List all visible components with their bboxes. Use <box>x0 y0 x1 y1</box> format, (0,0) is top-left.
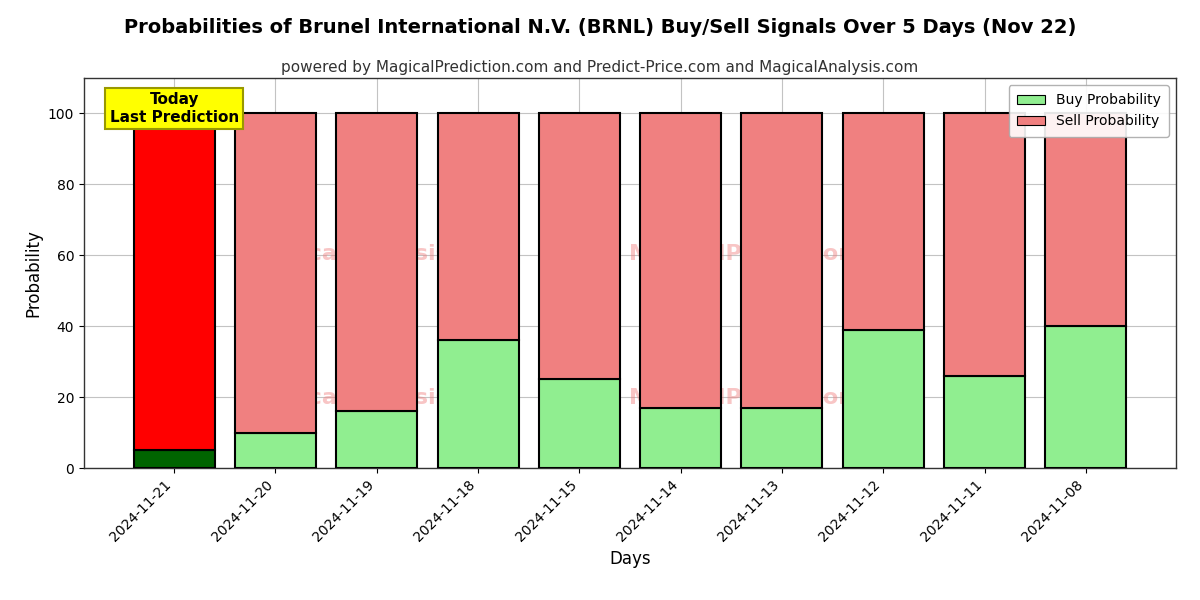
Bar <box>640 408 721 468</box>
Bar <box>438 113 518 340</box>
Bar <box>235 113 316 433</box>
Bar <box>944 113 1025 376</box>
Bar <box>133 450 215 468</box>
Text: MagicalAnalysis.com: MagicalAnalysis.com <box>248 388 510 408</box>
Bar <box>336 113 418 411</box>
Bar <box>1045 326 1127 468</box>
Bar <box>133 113 215 450</box>
Bar <box>1045 113 1127 326</box>
Y-axis label: Probability: Probability <box>24 229 42 317</box>
Text: MagicalPrediction.com: MagicalPrediction.com <box>629 388 914 408</box>
Text: MagicalPrediction.com: MagicalPrediction.com <box>629 244 914 263</box>
Bar <box>842 330 924 468</box>
Bar <box>438 340 518 468</box>
Bar <box>336 411 418 468</box>
Legend: Buy Probability, Sell Probability: Buy Probability, Sell Probability <box>1009 85 1169 137</box>
Bar <box>235 433 316 468</box>
Bar <box>742 408 822 468</box>
Bar <box>640 113 721 408</box>
Text: Today
Last Prediction: Today Last Prediction <box>109 92 239 125</box>
Text: powered by MagicalPrediction.com and Predict-Price.com and MagicalAnalysis.com: powered by MagicalPrediction.com and Pre… <box>281 60 919 75</box>
Text: MagicalAnalysis.com: MagicalAnalysis.com <box>248 244 510 263</box>
X-axis label: Days: Days <box>610 550 650 568</box>
Bar <box>539 113 620 379</box>
Bar <box>842 113 924 330</box>
Bar <box>944 376 1025 468</box>
Bar <box>539 379 620 468</box>
Text: Probabilities of Brunel International N.V. (BRNL) Buy/Sell Signals Over 5 Days (: Probabilities of Brunel International N.… <box>124 18 1076 37</box>
Bar <box>742 113 822 408</box>
